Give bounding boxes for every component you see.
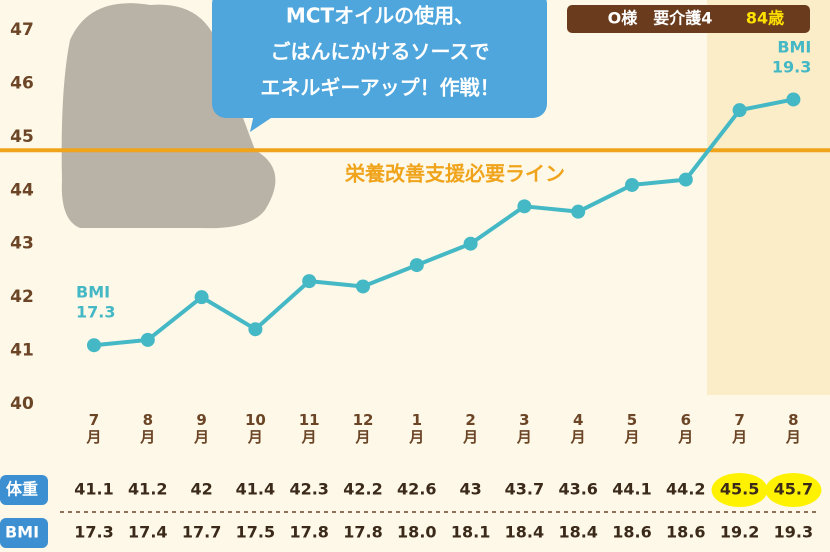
bubble-text: MCTオイルの使用、: [286, 4, 474, 28]
data-point: [786, 92, 800, 106]
table-cell: 43.6: [558, 480, 597, 499]
x-tick-label: 5月: [621, 412, 643, 446]
page: O様 要介護4 84歳 MCTオイルの使用、ごはんにかけるソースでエネルギーアッ…: [0, 0, 830, 552]
chart: O様 要介護4 84歳 MCTオイルの使用、ごはんにかけるソースでエネルギーアッ…: [0, 0, 830, 552]
x-tick-label: 4月: [567, 412, 589, 446]
data-point: [571, 205, 585, 219]
bubble-text: エネルギーアップ！作戦！: [260, 76, 499, 100]
data-point: [625, 178, 639, 192]
table-cell: 44.1: [612, 480, 651, 499]
x-tick-label: 9月: [191, 412, 213, 446]
y-tick-label: 44: [10, 180, 34, 200]
x-tick-label: 1月: [406, 412, 428, 446]
y-tick-label: 46: [10, 73, 34, 93]
data-point: [87, 338, 101, 352]
data-point: [464, 237, 478, 251]
data-point: [141, 333, 155, 347]
threshold-label: 栄養改善支援必要ライン: [344, 162, 565, 186]
table-cell: 17.4: [128, 523, 167, 542]
annotation-value: 19.3: [772, 58, 811, 77]
table-cell: 42.2: [343, 480, 382, 499]
table-cell: 17.7: [182, 523, 221, 542]
data-point: [517, 199, 531, 213]
tag-name: O様 要介護4: [608, 9, 713, 28]
table-cell: 43.7: [505, 480, 544, 499]
y-tick-label: 45: [10, 127, 34, 147]
table-cell: 17.3: [74, 523, 113, 542]
table-cell: 17.8: [289, 523, 328, 542]
table-cell: 18.0: [397, 523, 436, 542]
table-cell: 18.4: [558, 523, 597, 542]
table-cell: 45.7: [774, 480, 813, 499]
table-cell: 42: [190, 480, 212, 499]
table-cell: 18.6: [612, 523, 651, 542]
table-cell: 18.1: [451, 523, 490, 542]
row-label: BMI: [5, 523, 39, 542]
table-cell: 19.2: [720, 523, 759, 542]
data-point: [679, 173, 693, 187]
table-cell: 42.6: [397, 480, 436, 499]
table-cell: 42.3: [289, 480, 328, 499]
table-cell: 17.5: [236, 523, 275, 542]
x-tick-label: 3月: [513, 412, 535, 446]
x-tick-label: 10月: [241, 412, 269, 446]
annotation-label: BMI: [76, 283, 110, 302]
bubble-tail: [250, 110, 280, 132]
table-cell: 45.5: [720, 480, 759, 499]
table-cell: 18.6: [666, 523, 705, 542]
y-tick-label: 40: [10, 394, 34, 414]
table-cell: 41.1: [74, 480, 113, 499]
table-cell: 41.2: [128, 480, 167, 499]
data-point: [733, 103, 747, 117]
table-cell: 19.3: [774, 523, 813, 542]
y-tick-label: 47: [10, 20, 34, 40]
table-cell: 44.2: [666, 480, 705, 499]
data-point: [195, 290, 209, 304]
x-tick-label: 6月: [675, 412, 697, 446]
bubble-text: ごはんにかけるソースで: [271, 40, 490, 64]
x-tick-label: 2月: [460, 412, 482, 446]
annotation-value: 17.3: [76, 303, 115, 322]
x-tick-label: 12月: [349, 412, 377, 446]
table-cell: 41.4: [236, 480, 275, 499]
table-cell: 43: [459, 480, 481, 499]
y-tick-label: 41: [10, 341, 34, 361]
x-tick-label: 8月: [137, 412, 159, 446]
y-tick-label: 42: [10, 287, 34, 307]
tag-age: 84歳: [746, 9, 784, 28]
x-tick-label: 7月: [729, 412, 751, 446]
table-cell: 18.4: [505, 523, 544, 542]
x-tick-label: 7月: [83, 412, 105, 446]
annotation-label: BMI: [777, 38, 811, 57]
data-point: [248, 322, 262, 336]
data-point: [302, 274, 316, 288]
y-tick-label: 43: [10, 234, 34, 254]
x-tick-label: 11月: [295, 412, 323, 446]
row-label: 体重: [6, 480, 38, 499]
data-point: [356, 279, 370, 293]
data-point: [410, 258, 424, 272]
highlight-band: [707, 0, 830, 395]
x-tick-label: 8月: [782, 412, 804, 446]
table-cell: 17.8: [343, 523, 382, 542]
